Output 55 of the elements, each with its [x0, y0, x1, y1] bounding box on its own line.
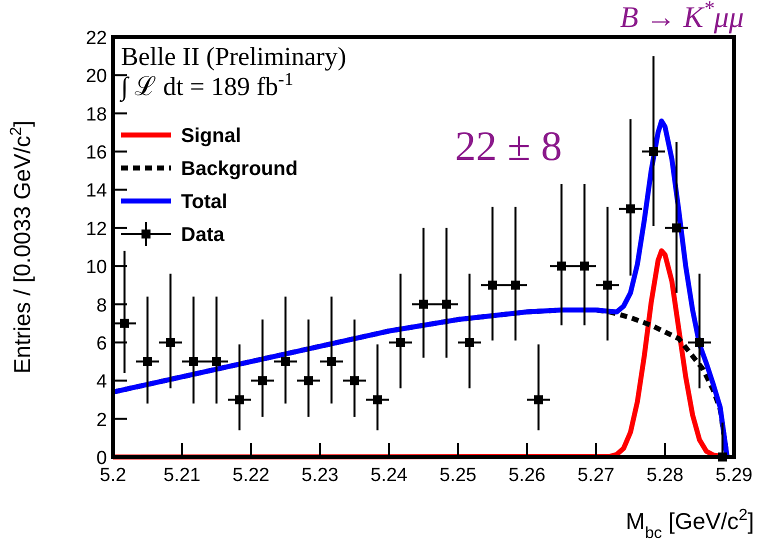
y-tick-label: 10 [86, 257, 107, 278]
y-tick-label: 22 [86, 28, 107, 49]
point [350, 376, 359, 386]
point [465, 338, 474, 347]
chart-title: B → K$^{*}$μμ [620, 0, 744, 34]
x-tick-label: 5.23 [302, 465, 338, 486]
y-tick-label: 2 [96, 410, 107, 431]
point [626, 204, 635, 214]
x-tick-label: 5.28 [646, 465, 684, 486]
point [258, 376, 268, 386]
x-tick-label: 5.29 [716, 465, 752, 486]
point [557, 262, 566, 271]
annotation: 22 ± 8 [455, 124, 562, 170]
x-axis-title: M$_{bc}$ [GeV/c$^{2}$] [626, 506, 754, 542]
point [234, 395, 244, 404]
point [304, 376, 313, 386]
x-tick-label: 5.26 [508, 465, 546, 486]
point [603, 280, 612, 290]
point [672, 223, 682, 232]
point [419, 300, 428, 309]
point [327, 357, 336, 366]
y-tick-label: 6 [96, 333, 107, 354]
y-tick-label: 14 [86, 180, 108, 202]
x-tick-label: 5.27 [578, 465, 614, 486]
x-tick-label: 5.22 [232, 465, 270, 486]
point [648, 147, 658, 156]
point [580, 262, 589, 271]
legend-label: Total [181, 191, 228, 213]
point [695, 338, 704, 347]
legend-label: Data [181, 224, 226, 246]
point [166, 338, 175, 347]
y-tick-label: 4 [96, 372, 108, 393]
point [396, 338, 406, 347]
x-tick-label: 5.24 [370, 465, 408, 486]
annotation: Belle II (Preliminary) [121, 42, 346, 71]
y-tick-label: 12 [86, 218, 107, 240]
legend-label: Background [181, 158, 298, 180]
x-tick-label: 5.25 [440, 465, 476, 486]
point [510, 280, 520, 290]
legend-label: Signal [181, 125, 242, 147]
point [120, 318, 130, 328]
point [281, 357, 290, 366]
y-tick-label: 18 [86, 104, 107, 126]
point [534, 395, 544, 404]
point [442, 300, 451, 309]
y-tick-label: 16 [86, 142, 107, 164]
y-tick-label: 8 [96, 295, 107, 316]
point [488, 280, 497, 290]
point [143, 357, 152, 366]
annotation: ∫ ℒ dt = 189 fb$^{-1}$ [119, 69, 294, 102]
x-tick-label: 5.21 [164, 465, 200, 486]
point [189, 357, 198, 366]
point [212, 357, 221, 366]
y-tick-label: 20 [86, 66, 107, 88]
point [372, 395, 382, 404]
